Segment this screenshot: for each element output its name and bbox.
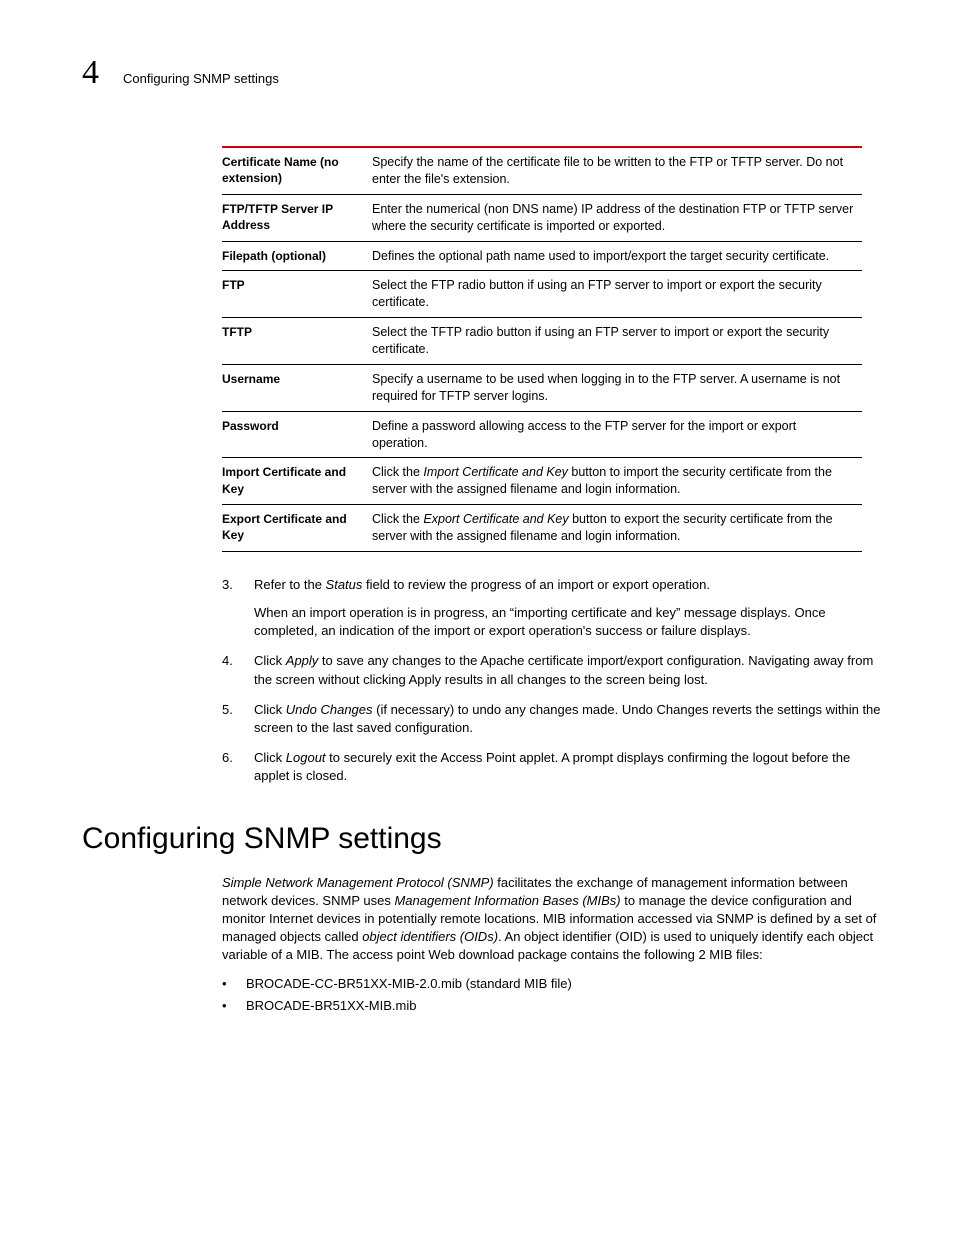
bullet-icon: • [222, 997, 232, 1015]
param-description: Specify a username to be used when loggi… [372, 364, 862, 411]
param-description: Click the Import Certificate and Key but… [372, 458, 862, 505]
table-row: PasswordDefine a password allowing acces… [222, 411, 862, 458]
intro-bullet-list: • BROCADE-CC-BR51XX-MIB-2.0.mib (standard… [222, 975, 882, 1015]
table-row: Certificate Name (no extension)Specify t… [222, 147, 862, 194]
param-label: Import Certificate and Key [222, 458, 372, 505]
chapter-title: Configuring SNMP settings [123, 71, 279, 86]
step-paragraph: Click Undo Changes (if necessary) to und… [254, 701, 882, 737]
step-number: 5. [222, 701, 240, 737]
list-item: • BROCADE-CC-BR51XX-MIB-2.0.mib (standard… [222, 975, 882, 993]
list-item-text: BROCADE-CC-BR51XX-MIB-2.0.mib (standard … [246, 975, 572, 993]
param-description: Specify the name of the certificate file… [372, 147, 862, 194]
param-description: Click the Export Certificate and Key but… [372, 505, 862, 552]
step-item: 4. Click Apply to save any changes to the… [222, 652, 882, 688]
param-label: Username [222, 364, 372, 411]
parameter-table: Certificate Name (no extension)Specify t… [222, 146, 862, 552]
step-body: Refer to the Status field to review the … [254, 576, 882, 641]
table-row: UsernameSpecify a username to be used wh… [222, 364, 862, 411]
list-item-text: BROCADE-BR51XX-MIB.mib [246, 997, 416, 1015]
page: 4 Configuring SNMP settings Certificate … [0, 0, 954, 1235]
table-row: Filepath (optional)Defines the optional … [222, 241, 862, 271]
step-number: 4. [222, 652, 240, 688]
section-intro: Simple Network Management Protocol (SNMP… [222, 874, 882, 1015]
param-description: Define a password allowing access to the… [372, 411, 862, 458]
param-label: TFTP [222, 318, 372, 365]
step-paragraph: When an import operation is in progress,… [254, 604, 882, 640]
param-description: Defines the optional path name used to i… [372, 241, 862, 271]
param-description: Select the FTP radio button if using an … [372, 271, 862, 318]
step-item: 5. Click Undo Changes (if necessary) to u… [222, 701, 882, 737]
param-label: Filepath (optional) [222, 241, 372, 271]
chapter-number: 4 [82, 56, 99, 90]
param-label: Password [222, 411, 372, 458]
step-body: Click Logout to securely exit the Access… [254, 749, 882, 785]
steps-list: 3. Refer to the Status field to review th… [222, 576, 882, 786]
table-row: FTPSelect the FTP radio button if using … [222, 271, 862, 318]
bullet-icon: • [222, 975, 232, 993]
table-row: Export Certificate and KeyClick the Expo… [222, 505, 862, 552]
list-item: • BROCADE-BR51XX-MIB.mib [222, 997, 882, 1015]
param-description: Enter the numerical (non DNS name) IP ad… [372, 194, 862, 241]
intro-paragraph: Simple Network Management Protocol (SNMP… [222, 874, 882, 965]
step-number: 3. [222, 576, 240, 641]
param-label: Certificate Name (no extension) [222, 147, 372, 194]
param-label: FTP/TFTP Server IP Address [222, 194, 372, 241]
param-label: FTP [222, 271, 372, 318]
step-item: 6. Click Logout to securely exit the Acce… [222, 749, 882, 785]
step-paragraph: Click Apply to save any changes to the A… [254, 652, 882, 688]
step-body: Click Apply to save any changes to the A… [254, 652, 882, 688]
step-paragraph: Click Logout to securely exit the Access… [254, 749, 882, 785]
param-description: Select the TFTP radio button if using an… [372, 318, 862, 365]
table-row: TFTPSelect the TFTP radio button if usin… [222, 318, 862, 365]
step-body: Click Undo Changes (if necessary) to und… [254, 701, 882, 737]
step-number: 6. [222, 749, 240, 785]
table-row: Import Certificate and KeyClick the Impo… [222, 458, 862, 505]
param-label: Export Certificate and Key [222, 505, 372, 552]
table-row: FTP/TFTP Server IP AddressEnter the nume… [222, 194, 862, 241]
step-paragraph: Refer to the Status field to review the … [254, 576, 882, 594]
running-header: 4 Configuring SNMP settings [82, 56, 882, 90]
section-heading: Configuring SNMP settings [82, 822, 882, 856]
step-item: 3. Refer to the Status field to review th… [222, 576, 882, 641]
